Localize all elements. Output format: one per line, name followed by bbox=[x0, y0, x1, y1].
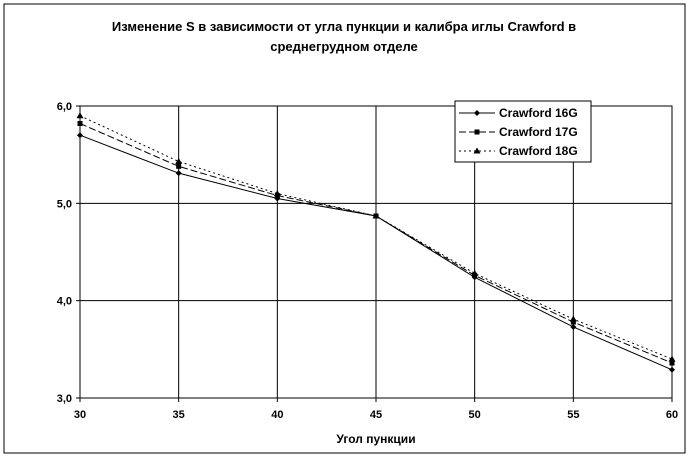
data-point bbox=[175, 157, 183, 164]
data-point bbox=[669, 366, 675, 373]
chart-frame bbox=[3, 3, 686, 454]
data-point bbox=[77, 121, 83, 127]
y-tick-label: 3,0 bbox=[57, 393, 72, 405]
x-tick-label: 35 bbox=[173, 409, 185, 421]
data-point bbox=[570, 319, 576, 325]
chart-title-line-2: среднегрудном отделе bbox=[270, 39, 418, 54]
legend-swatch-marker bbox=[473, 147, 481, 154]
legend-swatch-marker bbox=[474, 129, 480, 135]
y-tick-label: 6,0 bbox=[57, 101, 72, 113]
data-point bbox=[372, 212, 380, 219]
chart-title-line-1: Изменение S в зависимости от угла пункци… bbox=[112, 19, 576, 34]
data-point bbox=[669, 360, 675, 366]
x-tick-label: 60 bbox=[666, 409, 678, 421]
data-point bbox=[76, 112, 84, 119]
legend-label: Crawford 17G bbox=[499, 125, 578, 139]
y-tick-label: 4,0 bbox=[57, 296, 72, 308]
series-3 bbox=[76, 112, 676, 362]
data-point bbox=[273, 190, 281, 197]
data-point bbox=[570, 323, 577, 330]
x-tick-label: 30 bbox=[74, 409, 86, 421]
x-tick-label: 55 bbox=[567, 409, 579, 421]
x-tick-label: 50 bbox=[469, 409, 481, 421]
x-tick-label: 40 bbox=[271, 409, 283, 421]
x-tick-label: 45 bbox=[370, 409, 382, 421]
data-point bbox=[569, 315, 577, 322]
data-point bbox=[176, 163, 182, 169]
legend-label: Crawford 16G bbox=[499, 106, 578, 120]
data-point bbox=[471, 269, 479, 276]
data-point bbox=[77, 132, 83, 139]
y-tick-label: 5,0 bbox=[57, 198, 72, 210]
x-axis-title: Угол пункции bbox=[336, 432, 415, 446]
legend-swatch-marker bbox=[474, 110, 480, 116]
data-point bbox=[668, 355, 676, 362]
legend: Crawford 16G Crawford 17G Crawford 18G bbox=[454, 100, 592, 163]
legend-label: Crawford 18G bbox=[499, 144, 578, 158]
data-point bbox=[175, 170, 182, 177]
